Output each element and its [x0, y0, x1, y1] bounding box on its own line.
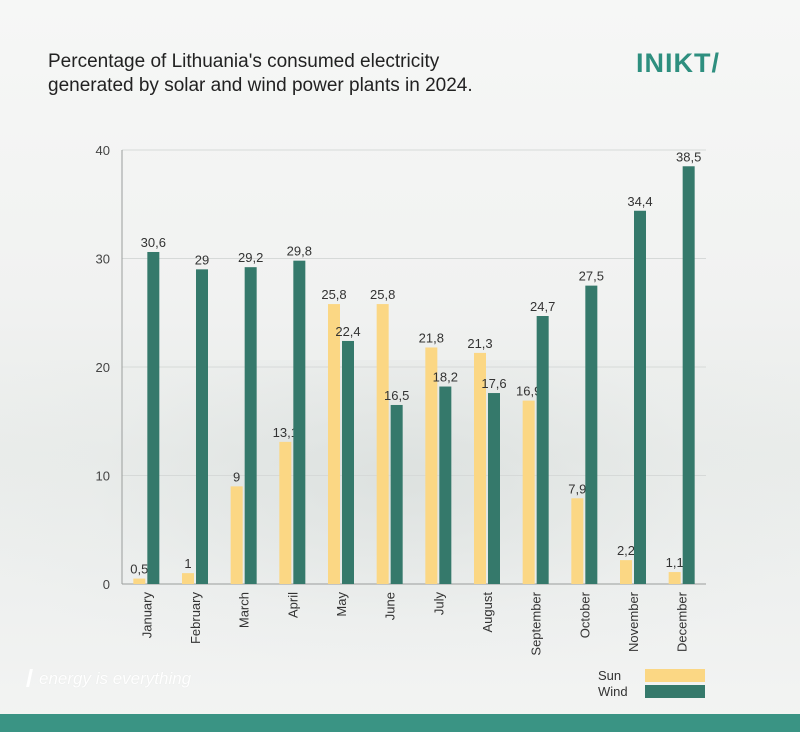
bar-sun: [474, 352, 486, 584]
x-tick-label: December: [675, 591, 690, 652]
data-label-sun: 9: [233, 469, 240, 484]
x-tick-label: June: [383, 592, 398, 620]
bar-wind: [682, 166, 695, 584]
y-tick-label: 40: [96, 143, 110, 158]
bar-wind: [439, 386, 452, 584]
y-tick-label: 0: [103, 577, 110, 592]
data-label-sun: 13,1: [273, 425, 298, 440]
data-label-sun: 25,8: [321, 287, 346, 302]
x-tick-label: November: [626, 591, 641, 652]
data-label-sun: 25,8: [370, 287, 395, 302]
bar-wind: [585, 285, 598, 584]
y-tick-label: 30: [96, 252, 110, 267]
bar-wind: [293, 260, 306, 584]
legend-label-sun: Sun: [598, 668, 622, 683]
x-tick-label: August: [480, 592, 495, 633]
x-tick-label: February: [188, 592, 203, 645]
data-label-wind: 29,8: [287, 244, 312, 259]
bar-sun: [133, 578, 146, 584]
bar-wind: [147, 251, 160, 585]
data-label-sun: 0,5: [130, 562, 148, 577]
bar-wind: [634, 210, 646, 584]
bar-wind: [390, 404, 403, 584]
y-tick-label: 20: [96, 360, 110, 375]
data-label-wind: 29: [195, 252, 209, 267]
bar-wind: [342, 340, 354, 584]
x-tick-label: January: [139, 592, 154, 639]
legend-label-wind: Wind: [598, 684, 628, 699]
data-label-wind: 29,2: [238, 250, 263, 265]
data-label-wind: 17,6: [481, 376, 506, 391]
bar-sun: [425, 347, 438, 584]
data-label-sun: 7,9: [568, 481, 586, 496]
bar-sun: [230, 486, 243, 584]
logo-text: INIKT/: [636, 48, 720, 78]
x-tick-label: April: [285, 592, 300, 618]
bottom-accent-bar: [0, 714, 800, 732]
tagline-text: energy is everything: [39, 669, 192, 688]
data-label-sun: 2,2: [617, 543, 635, 558]
x-tick-label: July: [431, 592, 446, 616]
data-label-sun: 21,8: [419, 330, 444, 345]
title-line-1: Percentage of Lithuania's consumed elect…: [48, 51, 440, 72]
bar-sun: [668, 572, 681, 584]
y-tick-label: 10: [96, 469, 110, 484]
title-line-2: generated by solar and wind power plants…: [48, 75, 473, 96]
data-label-sun: 1,1: [666, 555, 684, 570]
x-tick-label: March: [237, 592, 252, 628]
bar-sun: [522, 400, 535, 584]
data-label-sun: 16,9: [516, 384, 541, 399]
x-tick-label: October: [577, 591, 592, 638]
bar-sun: [182, 573, 194, 584]
bar-sun: [376, 304, 389, 584]
x-tick-label: May: [334, 592, 349, 617]
data-label-wind: 27,5: [579, 269, 604, 284]
bar-wind: [488, 393, 500, 584]
data-label-sun: 21,3: [467, 336, 492, 351]
bar-wind: [536, 316, 549, 584]
legend-swatch-wind: [645, 685, 705, 698]
bar-wind: [196, 269, 208, 584]
slash-icon: [26, 669, 33, 687]
bar-sun: [620, 560, 632, 584]
brand-logo: INIKT/: [636, 48, 720, 79]
data-label-wind: 38,5: [676, 149, 701, 164]
tagline: energy is everything: [26, 669, 192, 689]
data-label-wind: 16,5: [384, 388, 409, 403]
data-label-wind: 18,2: [433, 370, 458, 385]
x-tick-label: September: [529, 591, 544, 655]
data-label-wind: 30,6: [141, 235, 166, 250]
bar-sun: [279, 441, 292, 584]
bar-sun: [571, 498, 584, 584]
chart-title: Percentage of Lithuania's consumed elect…: [48, 50, 568, 98]
bar-sun: [328, 304, 340, 584]
data-label-wind: 24,7: [530, 299, 555, 314]
bar-wind: [244, 267, 257, 584]
data-label-sun: 1: [184, 556, 191, 571]
data-label-wind: 34,4: [627, 194, 652, 209]
data-label-wind: 22,4: [335, 324, 360, 339]
legend-swatch-sun: [645, 669, 705, 682]
